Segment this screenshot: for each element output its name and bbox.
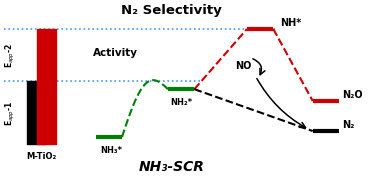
- Text: N₂O: N₂O: [342, 90, 363, 100]
- Text: NH₂*: NH₂*: [170, 98, 192, 107]
- Text: NH*: NH*: [280, 18, 301, 28]
- Text: NH₃-SCR: NH₃-SCR: [138, 160, 204, 174]
- Text: E$_{app}$-1: E$_{app}$-1: [4, 100, 17, 125]
- Text: N₂ Selectivity: N₂ Selectivity: [121, 4, 222, 17]
- Text: M-TiO₂: M-TiO₂: [26, 152, 57, 161]
- Text: NO: NO: [235, 61, 252, 71]
- Text: Activity: Activity: [93, 48, 138, 57]
- Text: E$_{app}$-2: E$_{app}$-2: [4, 43, 17, 68]
- Text: N₂: N₂: [342, 120, 355, 130]
- Text: NH₃*: NH₃*: [100, 146, 122, 155]
